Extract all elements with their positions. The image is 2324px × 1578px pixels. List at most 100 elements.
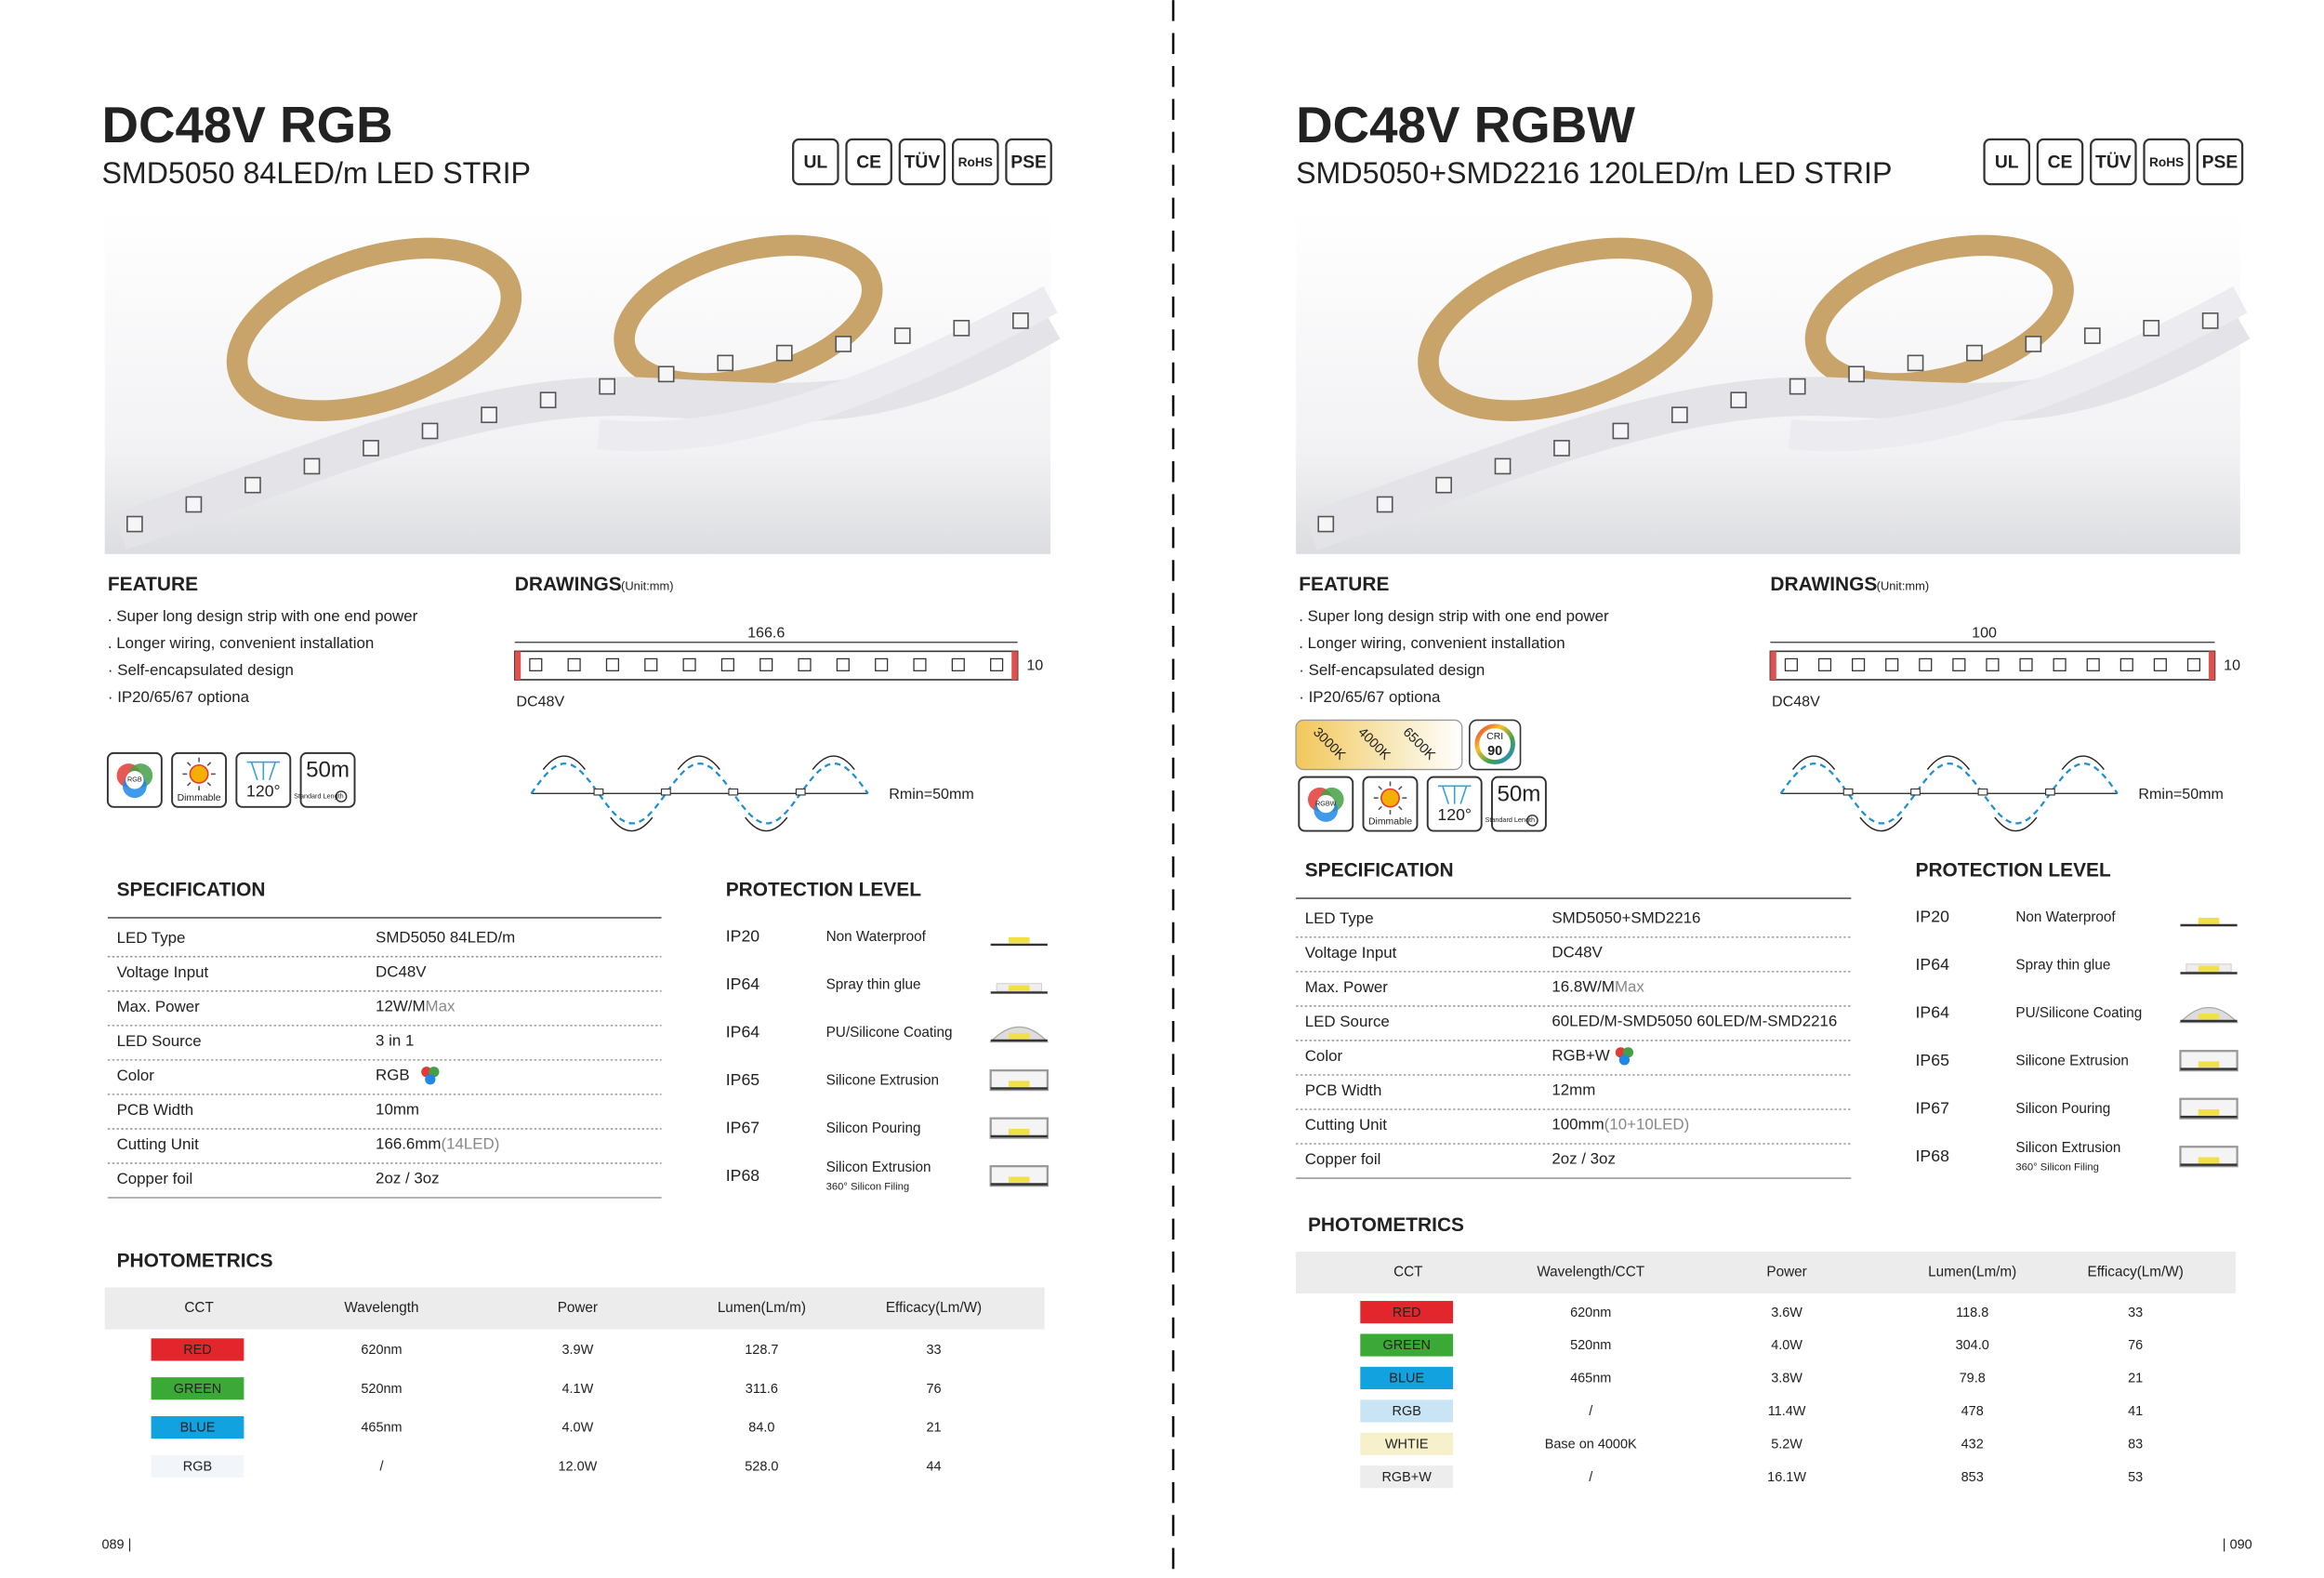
- drawing-led: [1952, 657, 1966, 671]
- cert-label: PSE: [2202, 153, 2238, 173]
- table-header: Lumen(Lm/m): [1928, 1264, 2016, 1280]
- spec-value: SMD5050 84LED/m: [376, 929, 515, 947]
- spec-label: Color: [117, 1067, 155, 1084]
- ip-code: IP65: [726, 1070, 760, 1089]
- wave-led: [593, 788, 604, 796]
- spec-value-main: DC48V: [1552, 944, 1603, 961]
- led-chip: [2143, 319, 2160, 337]
- ip-code: IP64: [1916, 955, 1950, 974]
- subtitle: SMD5050 84LED/m LED STRIP: [101, 156, 531, 190]
- dimmable-sun: [1380, 788, 1400, 808]
- bend-arrow: [677, 755, 720, 771]
- table-cell: 33: [2128, 1306, 2143, 1320]
- table-cell: 21: [2128, 1372, 2143, 1386]
- table-cell: 620nm: [1570, 1306, 1611, 1320]
- drawing-led: [1784, 657, 1798, 671]
- table-header: Wavelength/CCT: [1537, 1264, 1644, 1280]
- led-chip: [1966, 344, 1983, 362]
- spec-label: PCB Width: [117, 1101, 194, 1119]
- table-cell: /: [379, 1460, 384, 1475]
- cert-badge: [898, 138, 946, 186]
- spec-label: Voltage Input: [1305, 944, 1397, 961]
- table-cell: 4.1W: [561, 1382, 593, 1397]
- length-mark: [1526, 814, 1538, 827]
- drawing-led: [759, 657, 773, 671]
- led-chip: [657, 365, 675, 383]
- spec-value-main: RGB+W: [1552, 1047, 1609, 1065]
- feature-item: · IP20/65/67 optiona: [108, 688, 250, 706]
- wave-strip: [1779, 762, 2119, 825]
- led-chip: [1376, 496, 1393, 513]
- table-cell: 853: [1961, 1470, 1984, 1485]
- ip-led: [1008, 985, 1030, 991]
- drawing-led: [1919, 657, 1933, 671]
- ip-desc: PU/Silicone Coating: [2015, 1005, 2142, 1021]
- strip-end: [1011, 651, 1018, 680]
- cct-badge: [151, 1338, 244, 1361]
- ip-led: [2198, 1108, 2220, 1116]
- drawing-led: [2086, 657, 2100, 671]
- table-cell: 44: [926, 1460, 941, 1475]
- spec-label: Copper foil: [1305, 1150, 1381, 1168]
- ip-code: IP64: [726, 1023, 760, 1041]
- ip-led: [1008, 1081, 1030, 1087]
- cct-name: RGB+W: [1381, 1470, 1432, 1485]
- ip-code: IP68: [726, 1166, 760, 1185]
- section-heading: SPECIFICATION: [117, 879, 266, 900]
- ip-note: 360° Silicon Filing: [826, 1182, 910, 1193]
- beam-lines: [1438, 785, 1472, 804]
- spec-value-main: 2oz / 3oz: [376, 1170, 440, 1187]
- drawing-led: [913, 657, 927, 671]
- table-cell: 520nm: [361, 1382, 402, 1397]
- spec-value-main: 12mm: [1552, 1081, 1595, 1099]
- led-chip: [2083, 327, 2101, 344]
- spec-value-note: Max: [1615, 978, 1644, 996]
- ip-led: [2198, 1013, 2220, 1020]
- cert-badge: [1983, 138, 2030, 186]
- drawing-voltage: DC48V: [516, 693, 564, 709]
- led-chip: [1789, 378, 1806, 395]
- spec-label: Voltage Input: [117, 963, 209, 981]
- led-chip: [1612, 422, 1630, 440]
- spec-value-main: 166.6mm: [376, 1135, 441, 1153]
- spec-value: 12mm: [1552, 1081, 1595, 1099]
- strip-loop: [1418, 237, 1713, 421]
- strip-loop: [226, 237, 522, 421]
- wave-led: [795, 788, 806, 796]
- bend-arrow: [1791, 755, 1836, 771]
- cert-label: UL: [1995, 153, 2019, 173]
- spec-value-main: 2oz / 3oz: [1552, 1150, 1616, 1168]
- led-chip: [953, 319, 971, 337]
- led-chip: [421, 422, 439, 440]
- ip-desc: Silicone Extrusion: [2015, 1054, 2128, 1069]
- led-chip: [1553, 440, 1570, 457]
- led-chip: [1848, 365, 1865, 383]
- table-cell: 465nm: [361, 1421, 402, 1436]
- cri-label: CRI: [1486, 732, 1503, 742]
- spec-label: LED Type: [1305, 909, 1374, 927]
- ip-desc: Non Waterproof: [2015, 909, 2116, 925]
- icon-label: Dimmable: [1368, 817, 1412, 828]
- table-header: CCT: [184, 1300, 213, 1316]
- icon-label: 120°: [246, 781, 281, 800]
- ip-code: IP64: [1916, 1003, 1950, 1022]
- strip-end: [2209, 651, 2215, 680]
- wave-strip: [530, 762, 869, 825]
- cct-name: RGB: [1393, 1404, 1421, 1419]
- cert-label: TÜV: [905, 152, 941, 173]
- length-mark: [335, 790, 348, 802]
- strip-body: [597, 285, 1058, 452]
- icon-label: RGB: [127, 776, 142, 784]
- table-cell: 11.4W: [1768, 1404, 1806, 1419]
- drawing-led: [529, 657, 543, 671]
- ip-code: IP64: [726, 975, 760, 993]
- drawing-led: [644, 657, 658, 671]
- ip-code: IP68: [1916, 1147, 1950, 1165]
- drawing-led: [2019, 657, 2033, 671]
- table-header: CCT: [1393, 1264, 1422, 1280]
- icon-label: RGBW: [1315, 800, 1337, 808]
- spec-value-note: (14LED): [441, 1135, 499, 1153]
- strip-end: [514, 651, 522, 680]
- ip-desc: Spray thin glue: [2015, 957, 2110, 973]
- led-chip: [717, 354, 734, 372]
